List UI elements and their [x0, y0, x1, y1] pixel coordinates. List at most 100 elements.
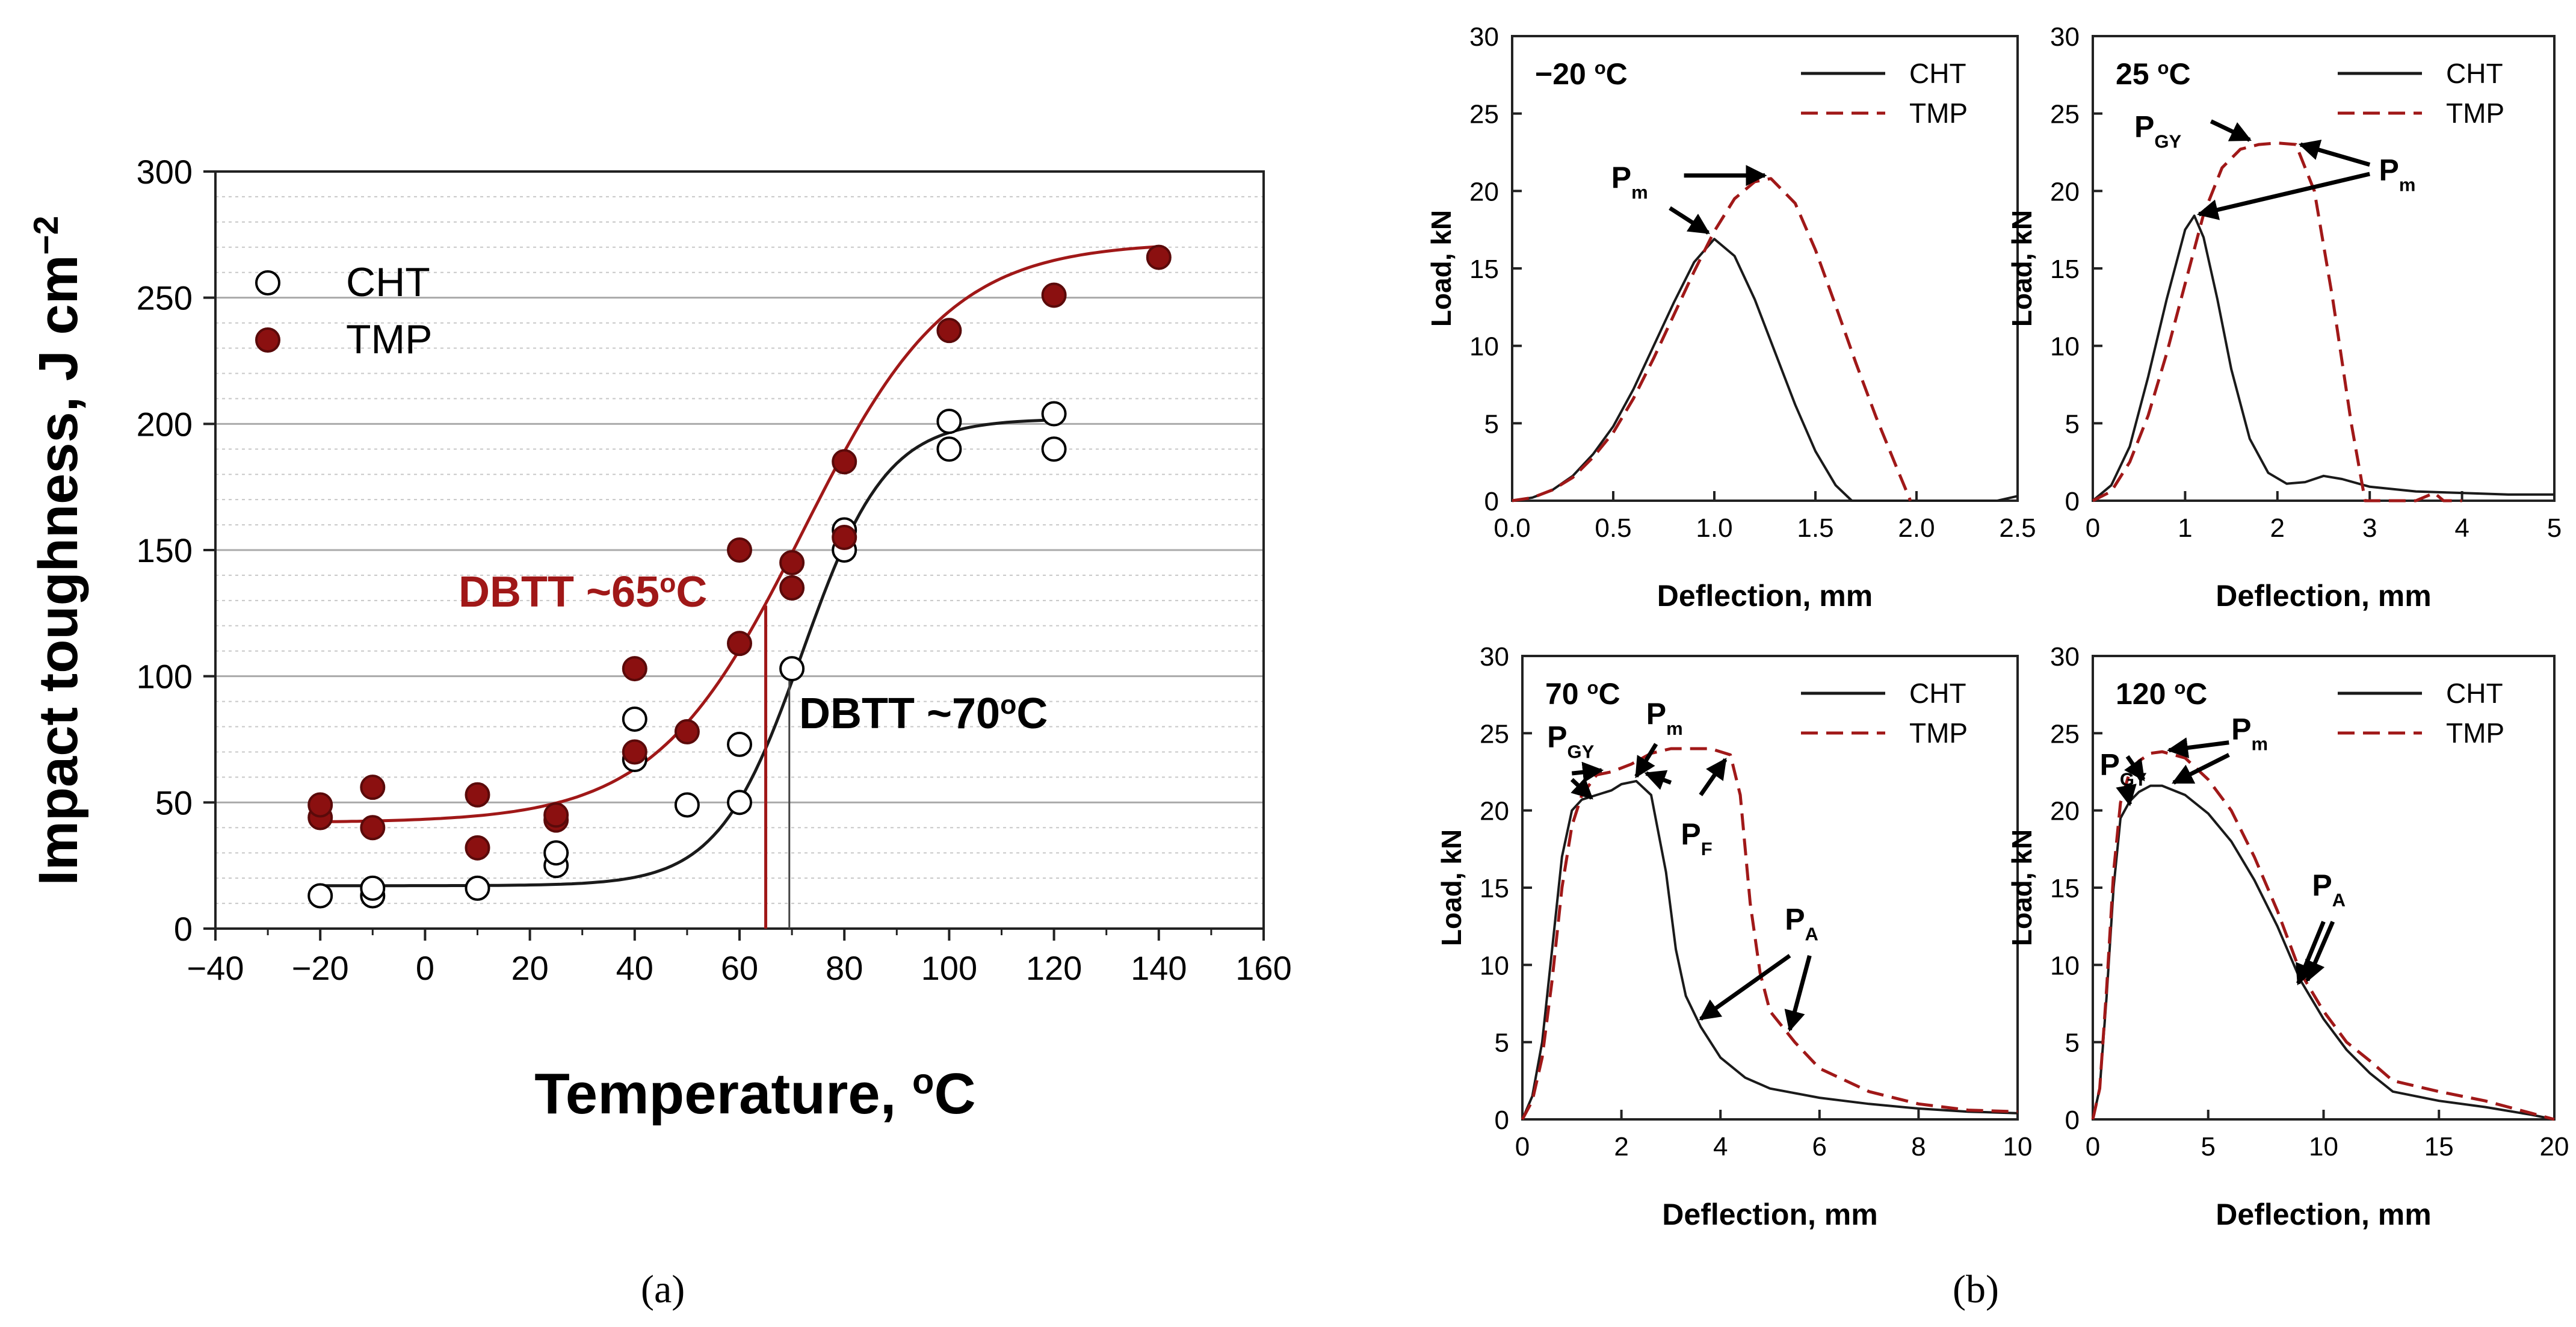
a-y-tick-label: 50 [155, 784, 193, 821]
b3-x-tick-label: 0 [1515, 1132, 1530, 1162]
b2-arrow-pm-cht [2197, 172, 2371, 220]
b1-y-tick-label: 25 [1469, 100, 1499, 129]
caption-b: (b) [1953, 1267, 1999, 1311]
b4-x-axis-title: Deflection, mm [2216, 1198, 2431, 1231]
a-point-cht [307, 883, 333, 909]
a-point-tmp [727, 631, 752, 657]
a-y-tick-label: 200 [137, 405, 193, 443]
a-point-tmp [543, 802, 569, 828]
a-y-tick-label: 100 [137, 658, 193, 696]
b1-y-axis-title: Load, kN [1425, 210, 1457, 327]
b4-arrow-pa-cht [2296, 921, 2326, 986]
b1-y-tick-label: 30 [1469, 22, 1499, 52]
b3-callout-pf: PF [1681, 817, 1712, 859]
b4-y-tick-label: 5 [2065, 1029, 2080, 1058]
a-point-tmp [622, 656, 647, 682]
a-point-tmp [779, 549, 805, 575]
b1-x-tick-label: 1.0 [1696, 513, 1732, 543]
b1-curve-tmp [1512, 177, 1912, 503]
b2-callout-pgy: PGY [2134, 110, 2181, 152]
a-point-cht [727, 790, 752, 815]
b3-arrow-pm [1634, 743, 1658, 779]
a-point-cht [674, 792, 700, 818]
b3-y-tick-label: 10 [1480, 951, 1509, 980]
b4-x-tick-label: 5 [2201, 1132, 2216, 1162]
b3-callout-pa: PA [1785, 902, 1818, 944]
a-y-tick-label: 250 [137, 279, 193, 317]
a-point-cht [1041, 436, 1067, 462]
b2-y-tick-label: 0 [2065, 487, 2080, 516]
b2-curve-tmp [2092, 141, 2462, 503]
a-x-axis-title: Temperature, oC [534, 1061, 975, 1127]
a-y-tick-label: 0 [174, 910, 193, 948]
b1-x-tick-label: 0.5 [1595, 513, 1631, 543]
b4-y-tick-label: 10 [2050, 951, 2080, 980]
a-x-tick-label: 40 [616, 949, 653, 987]
b3-x-tick-label: 2 [1614, 1132, 1628, 1162]
b4-arrow-pgy-2 [2116, 784, 2137, 806]
b2-curve-cht [2092, 214, 2554, 502]
a-annotation-dbtt-cht: DBTT ~70oC [799, 690, 1048, 738]
b2-x-tick-label: 3 [2362, 513, 2377, 543]
b4-arrow-pm-tmp [2167, 737, 2229, 758]
a-point-tmp [622, 739, 647, 765]
b1-callout-pm: Pm [1611, 161, 1648, 203]
a-x-tick-label: 120 [1026, 949, 1082, 987]
b3-callout-pgy: PGY [1547, 720, 1594, 762]
b3-legend-label-cht: CHT [1909, 678, 1966, 709]
b2-y-tick-label: 5 [2065, 409, 2080, 439]
a-legend-marker-tmp [255, 327, 280, 353]
b3-arrow-pf [1699, 758, 1728, 797]
b3-legend-label-tmp: TMP [1909, 717, 1968, 749]
b1-y-tick-label: 0 [1484, 487, 1499, 516]
b4-y-tick-label: 30 [2050, 642, 2080, 672]
a-point-tmp [936, 318, 962, 344]
b3-arrow-pf-2 [1644, 770, 1672, 790]
a-legend-label-tmp: TMP [346, 317, 433, 362]
b3-y-tick-label: 0 [1495, 1106, 1509, 1135]
b3-arrow-pa-cht [1699, 954, 1791, 1021]
a-x-tick-label: 80 [826, 949, 863, 987]
a-point-tmp [1146, 244, 1172, 270]
b3-curve-tmp [1521, 747, 2018, 1121]
a-point-tmp [307, 792, 333, 818]
b3-temperature-label: 70 oC [1545, 677, 1620, 711]
b1-x-tick-label: 0.0 [1493, 513, 1530, 543]
a-x-tick-label: 0 [416, 949, 434, 987]
b4-callout-pm: Pm [2231, 713, 2268, 755]
b4-y-tick-label: 0 [2065, 1106, 2080, 1135]
b2-y-tick-label: 20 [2050, 177, 2080, 206]
b1-y-tick-label: 20 [1469, 177, 1499, 206]
b3-arrow-pgy-tmp [1571, 761, 1604, 783]
b4-legend-label-tmp: TMP [2446, 717, 2504, 749]
b2-x-axis-title: Deflection, mm [2216, 579, 2431, 613]
b1-x-tick-label: 2.0 [1898, 513, 1935, 543]
b3-y-tick-label: 15 [1480, 874, 1509, 903]
b3-x-tick-label: 10 [2003, 1132, 2033, 1162]
a-point-cht [936, 436, 962, 462]
a-point-cht [543, 840, 569, 866]
b2-callout-pm: Pm [2379, 153, 2416, 195]
b1-x-tick-label: 1.5 [1797, 513, 1833, 543]
a-annotation-dbtt-tmp: DBTT ~65oC [459, 568, 707, 616]
b3-x-tick-label: 8 [1911, 1132, 1926, 1162]
b3-x-axis-title: Deflection, mm [1662, 1198, 1877, 1231]
b3-y-axis-title: Load, kN [1436, 829, 1467, 946]
a-point-cht [1041, 401, 1067, 427]
a-point-tmp [832, 449, 857, 475]
b4-arrow-pm-cht [2172, 753, 2230, 785]
b1-x-axis-title: Deflection, mm [1657, 579, 1873, 613]
a-legend-marker-cht [255, 270, 280, 295]
a-point-cht [779, 656, 805, 682]
b2-x-tick-label: 5 [2547, 513, 2562, 543]
a-point-tmp [1041, 282, 1067, 308]
b2-y-axis-title: Load, kN [2006, 210, 2037, 327]
b4-y-tick-label: 20 [2050, 797, 2080, 826]
b3-y-tick-label: 20 [1480, 797, 1509, 826]
b3-y-tick-label: 30 [1480, 642, 1509, 672]
a-x-tick-label: 60 [721, 949, 758, 987]
b2-legend-label-cht: CHT [2446, 58, 2503, 89]
a-y-tick-label: 300 [137, 153, 193, 191]
b3-curve-cht [1521, 779, 2018, 1120]
b4-y-tick-label: 25 [2050, 719, 2080, 749]
